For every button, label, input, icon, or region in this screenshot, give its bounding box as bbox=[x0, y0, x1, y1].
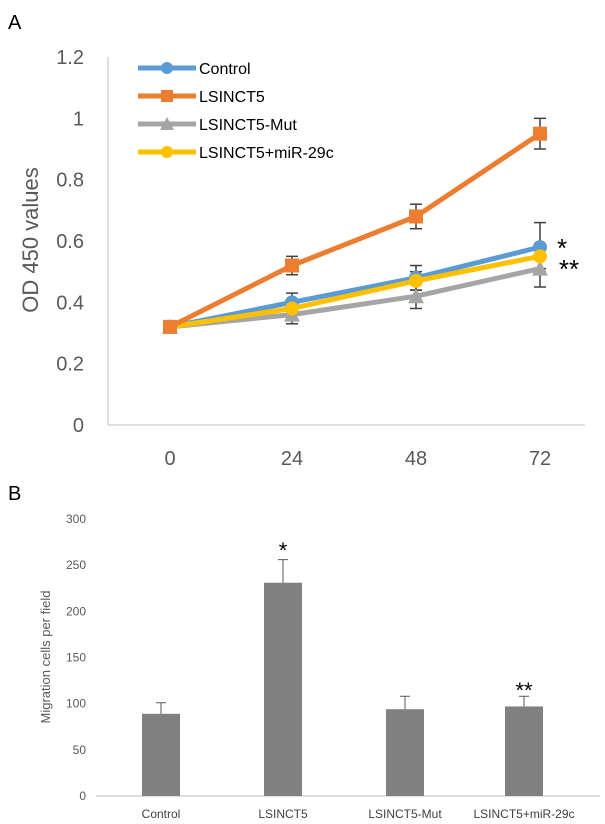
panel-b-y-ticks: 0 50 100 150 200 250 300 bbox=[66, 512, 86, 803]
panel-b-significance-double-star: ** bbox=[515, 678, 533, 703]
panel-a-legend-swatch-marker bbox=[161, 146, 173, 158]
panel-a-point-lsinct5-mut bbox=[408, 288, 424, 304]
panel-a-legend-item-control: Control bbox=[138, 61, 251, 78]
panel-a-legend-label: Control bbox=[199, 61, 251, 78]
panel-b-y-tick-label: 50 bbox=[73, 743, 87, 757]
panel-a-legend: Control LSINCT5 LSINCT5-Mut LSINCT5+miR-29c bbox=[138, 61, 334, 162]
panel-a-legend-swatch-marker bbox=[160, 117, 174, 130]
panel-a-series-line-control bbox=[169, 244, 541, 330]
panel-a-x-tick-label: 0 bbox=[164, 448, 175, 470]
panel-b-y-tick-label: 100 bbox=[66, 697, 86, 711]
panel-a-y-axis-label: OD 450 values bbox=[18, 167, 43, 313]
panel-a-point-lsinct5 bbox=[285, 258, 299, 273]
panel-a-legend-swatch-marker bbox=[161, 62, 173, 74]
panel-a-x-tick-label: 24 bbox=[281, 448, 303, 470]
panel-a-point-lsinct5 bbox=[409, 209, 423, 224]
panel-b-y-tick-label: 250 bbox=[66, 558, 86, 572]
panel-a-y-tick-label: 0 bbox=[73, 415, 84, 437]
panel-b-annotations: *** bbox=[279, 538, 533, 703]
panel-b-x-ticks: Control LSINCT5 LSINCT5-Mut LSINCT5+miR-29c bbox=[142, 807, 575, 821]
panel-a-y-tick-label: 0.2 bbox=[56, 354, 84, 376]
panel-a-legend-item-lsinct5: LSINCT5 bbox=[138, 89, 265, 106]
panel-a-y-tick-label: 0.8 bbox=[56, 170, 84, 192]
panel-a-legend-item-lsinct5-mut: LSINCT5-Mut bbox=[138, 117, 297, 134]
panel-a-point-lsinct5 bbox=[533, 126, 547, 141]
panel-a-x-tick-label: 72 bbox=[529, 448, 551, 470]
panel-a-y-tick-label: 1.2 bbox=[56, 47, 84, 69]
panel-b-y-axis-label: Migration cells per field bbox=[38, 591, 53, 724]
panel-a-point-lsinct5-mut bbox=[532, 260, 548, 276]
panel-b-x-tick-label: LSINCT5 bbox=[258, 807, 308, 821]
panel-a-point-lsinct5 bbox=[163, 319, 177, 334]
panel-b-bar-chart: B Migration cells per field 0 50 100 150 200… bbox=[8, 483, 600, 821]
panel-a-annotations: *** bbox=[557, 233, 579, 284]
panel-b-y-tick-label: 150 bbox=[66, 651, 86, 665]
panel-a-significance-double-star: ** bbox=[559, 254, 579, 284]
panel-a-legend-label: LSINCT5+miR-29c bbox=[199, 145, 334, 162]
panel-b-y-tick-label: 300 bbox=[66, 512, 86, 526]
panel-a-point-lsinct5-mir-29c bbox=[533, 249, 547, 264]
panel-b-bar-lsinct5-mut bbox=[386, 709, 424, 796]
panel-a-legend-label: LSINCT5 bbox=[199, 89, 265, 106]
panel-a-y-ticks: 0 0.2 0.4 0.6 0.8 1 1.2 bbox=[56, 47, 84, 437]
panel-b-y-tick-label: 0 bbox=[79, 789, 86, 803]
panel-a-series bbox=[162, 126, 548, 334]
panel-a-x-ticks: 0 24 48 72 bbox=[164, 448, 551, 470]
panel-b-error-bars bbox=[156, 559, 529, 714]
panel-a-significance-star: * bbox=[557, 233, 567, 263]
panel-a-y-tick-label: 1 bbox=[73, 108, 84, 130]
panel-b-label: B bbox=[8, 483, 21, 505]
panel-a-y-tick-label: 0.6 bbox=[56, 231, 84, 253]
panel-b-bar-lsinct5 bbox=[264, 582, 302, 796]
panel-a-point-lsinct5-mir-29c bbox=[285, 301, 299, 316]
panel-a-series-line-lsinct5 bbox=[168, 131, 542, 330]
panel-a-series-line-lsinct5-mut bbox=[169, 266, 541, 330]
panel-a-legend-label: LSINCT5-Mut bbox=[199, 117, 297, 134]
panel-b-bar-lsinct5-mir-29c bbox=[505, 706, 543, 796]
panel-b-x-tick-label: Control bbox=[142, 807, 181, 821]
panel-b-x-tick-label: LSINCT5-Mut bbox=[368, 807, 442, 821]
panel-a-label: A bbox=[8, 12, 22, 34]
panel-b-significance-star: * bbox=[279, 538, 288, 563]
panel-a-legend-item-lsinct5-mir-29c: LSINCT5+miR-29c bbox=[138, 145, 334, 162]
panel-b-bars bbox=[142, 582, 543, 796]
panel-a-line-chart: A OD 450 values 0 0.2 0.4 0.6 0.8 1 1.2 0 24 48 7… bbox=[8, 12, 585, 470]
panel-a-legend-swatch-marker bbox=[161, 90, 173, 102]
panel-a-point-lsinct5-mir-29c bbox=[409, 273, 423, 288]
panel-a-series-line-lsinct5-mir-29c bbox=[169, 253, 541, 330]
panel-b-x-tick-label: LSINCT5+miR-29c bbox=[473, 807, 574, 821]
panel-b-bar-control bbox=[142, 713, 180, 796]
panel-a-y-tick-label: 0.4 bbox=[56, 292, 84, 314]
panel-b-y-tick-label: 200 bbox=[66, 604, 86, 618]
panel-a-x-tick-label: 48 bbox=[405, 448, 427, 470]
